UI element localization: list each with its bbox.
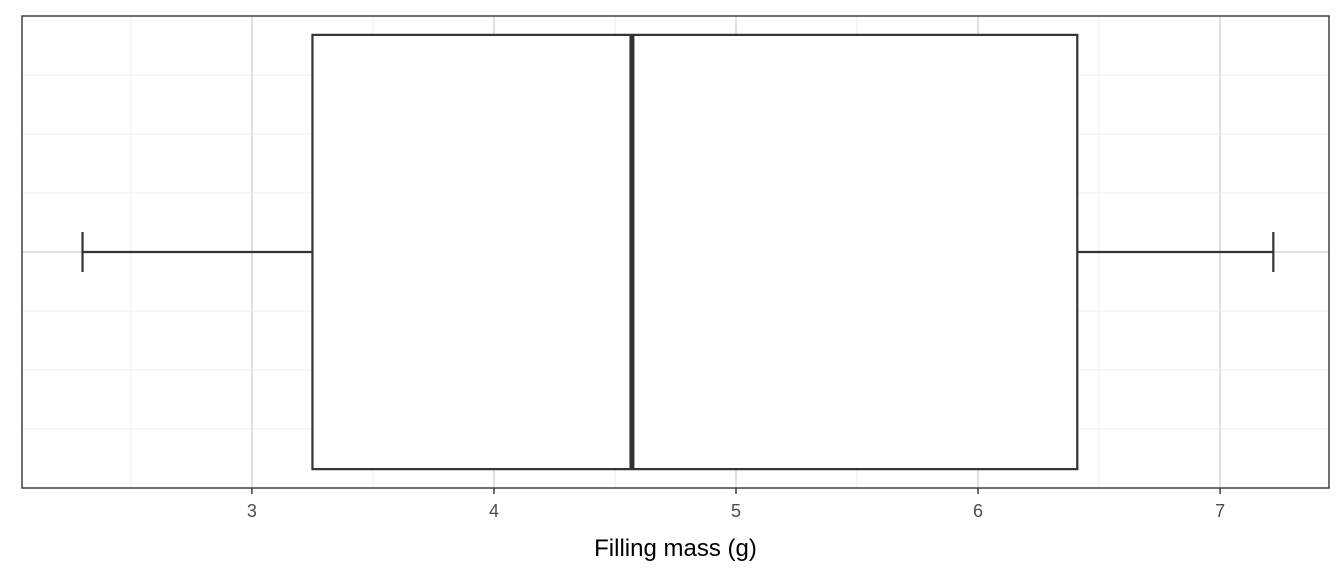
x-axis-title: Filling mass (g) [594,535,757,562]
panel-border [21,15,1330,489]
x-tick-label-7: 7 [1215,501,1225,521]
x-tick-label-5: 5 [731,501,741,521]
x-tick-label-6: 6 [973,501,983,521]
x-tick-label-3: 3 [247,501,257,521]
x-tick-label-4: 4 [489,501,499,521]
x-axis: 3 4 5 6 7 [247,488,1225,521]
box-layer [81,33,1275,471]
box-iqr [311,33,1079,471]
